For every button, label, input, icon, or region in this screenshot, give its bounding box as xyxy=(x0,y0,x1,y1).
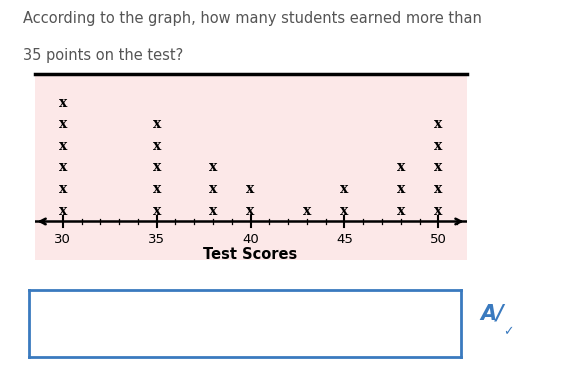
Text: A/: A/ xyxy=(480,304,505,324)
Text: Test Scores: Test Scores xyxy=(203,247,298,262)
Text: x: x xyxy=(209,160,217,174)
Text: x: x xyxy=(59,160,67,174)
Text: x: x xyxy=(247,203,255,218)
Text: x: x xyxy=(59,139,67,153)
Text: x: x xyxy=(153,139,161,153)
Text: 35 points on the test?: 35 points on the test? xyxy=(23,48,183,63)
Text: x: x xyxy=(59,182,67,196)
Text: x: x xyxy=(153,182,161,196)
Text: 35: 35 xyxy=(148,233,165,246)
Text: 40: 40 xyxy=(242,233,259,246)
Text: x: x xyxy=(434,160,442,174)
Text: x: x xyxy=(397,203,405,218)
Text: 50: 50 xyxy=(430,233,447,246)
Text: x: x xyxy=(303,203,311,218)
Text: x: x xyxy=(209,203,217,218)
Text: 45: 45 xyxy=(336,233,353,246)
Text: x: x xyxy=(59,203,67,218)
Text: x: x xyxy=(340,203,348,218)
Text: x: x xyxy=(153,160,161,174)
Text: x: x xyxy=(59,96,67,109)
Text: x: x xyxy=(434,182,442,196)
Text: x: x xyxy=(153,117,161,131)
Text: x: x xyxy=(397,182,405,196)
Text: x: x xyxy=(59,117,67,131)
Text: x: x xyxy=(153,203,161,218)
Text: 30: 30 xyxy=(54,233,71,246)
Text: x: x xyxy=(340,182,348,196)
Text: x: x xyxy=(397,160,405,174)
Text: x: x xyxy=(247,182,255,196)
Text: ✓: ✓ xyxy=(503,325,514,338)
Text: x: x xyxy=(434,117,442,131)
Text: According to the graph, how many students earned more than: According to the graph, how many student… xyxy=(23,11,482,26)
Text: x: x xyxy=(434,203,442,218)
Text: x: x xyxy=(434,139,442,153)
Text: x: x xyxy=(209,182,217,196)
